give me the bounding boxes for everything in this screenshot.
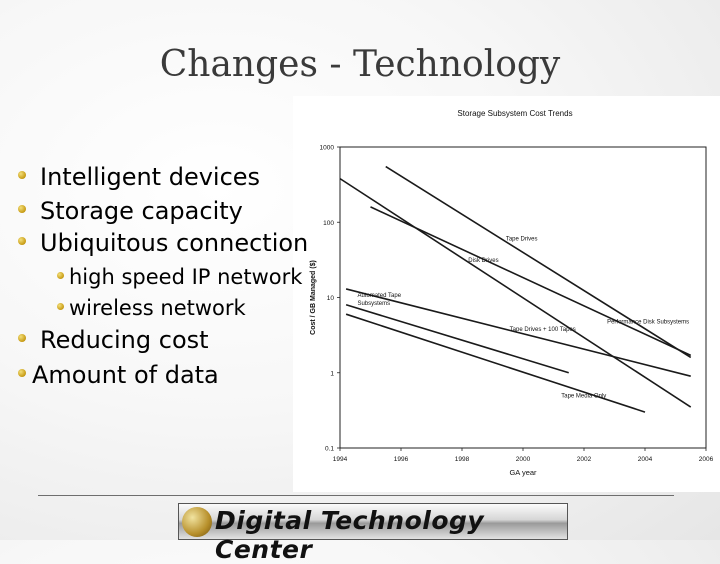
bullet-text: Ubiquitous connection xyxy=(40,229,309,257)
annotation-label: Tape Drives + 100 Tapes xyxy=(510,327,576,333)
annotation-label: Tape Drives xyxy=(506,237,538,243)
footer-divider xyxy=(38,495,674,496)
bullet-text: Amount of data xyxy=(32,361,219,389)
x-tick-label: 2006 xyxy=(699,456,714,463)
annotation-label: Automated Tape xyxy=(357,293,401,299)
globe-icon xyxy=(182,507,212,537)
bullet-icon xyxy=(18,171,26,179)
bullet-icon xyxy=(57,302,64,310)
series-line-1 xyxy=(339,177,692,408)
annotation-label: Subsystems xyxy=(357,301,390,307)
series-line-2 xyxy=(370,206,692,357)
series-line-5 xyxy=(345,313,646,413)
bullet-icon xyxy=(18,334,26,342)
chart-title: Storage Subsystem Cost Trends xyxy=(457,109,572,118)
y-tick-label: 0.1 xyxy=(325,446,334,453)
chart-svg: Storage Subsystem Cost Trends 1000 100 10 1 0… xyxy=(310,109,714,477)
series-line-0 xyxy=(385,165,692,359)
annotation-label: Disk Drives xyxy=(468,258,498,264)
annotation-label: Performance Disk Subsystems xyxy=(607,320,689,326)
bullet-wireless-network: wireless network xyxy=(57,296,246,320)
x-tick-label: 2004 xyxy=(638,456,653,463)
logo-text: Digital Technology Center xyxy=(215,506,485,564)
bullet-high-speed-ip: high speed IP network xyxy=(57,265,302,289)
y-tick-label: 1000 xyxy=(320,145,335,152)
dtc-logo: Digital Technology Center xyxy=(178,503,568,564)
annotation-label: Tape Media Only xyxy=(561,394,606,400)
y-tick-label: 1 xyxy=(330,370,334,377)
x-tick-label: 2000 xyxy=(516,456,531,463)
y-axis-label: Cost / GB Managed ($) xyxy=(310,260,317,335)
x-tick-label: 1994 xyxy=(333,456,348,463)
bullet-icon xyxy=(18,205,26,213)
bullet-intelligent-devices: Intelligent devices xyxy=(18,163,260,191)
bullet-icon xyxy=(18,237,26,245)
bullet-text: Reducing cost xyxy=(40,326,209,354)
bullet-list: Intelligent devices Storage capacity Ubi… xyxy=(18,163,308,389)
x-tick-label: 1998 xyxy=(455,456,470,463)
series-line-4 xyxy=(345,304,569,374)
bullet-text: Storage capacity xyxy=(40,197,243,225)
bullet-amount-of-data: Amount of data xyxy=(18,361,219,389)
bullet-icon xyxy=(57,271,64,279)
y-tick-label: 10 xyxy=(327,295,335,302)
bullet-ubiquitous-connection: Ubiquitous connection xyxy=(18,229,308,257)
bullet-text: wireless network xyxy=(69,296,246,320)
y-tick-label: 100 xyxy=(323,220,334,227)
bullet-icon xyxy=(18,369,26,377)
bullet-reducing-cost: Reducing cost xyxy=(18,326,209,354)
bullet-storage-capacity: Storage capacity xyxy=(18,197,243,225)
bullet-text: Intelligent devices xyxy=(40,163,261,191)
cost-trends-chart: Storage Subsystem Cost Trends 1000 100 10 1 0… xyxy=(293,96,720,492)
x-axis-label: GA year xyxy=(509,468,537,477)
x-tick-label: 1996 xyxy=(394,456,409,463)
x-tick-label: 2002 xyxy=(577,456,592,463)
bullet-text: high speed IP network xyxy=(69,265,303,289)
slide-title: Changes - Technology xyxy=(159,44,561,85)
series-line-3 xyxy=(345,288,691,377)
